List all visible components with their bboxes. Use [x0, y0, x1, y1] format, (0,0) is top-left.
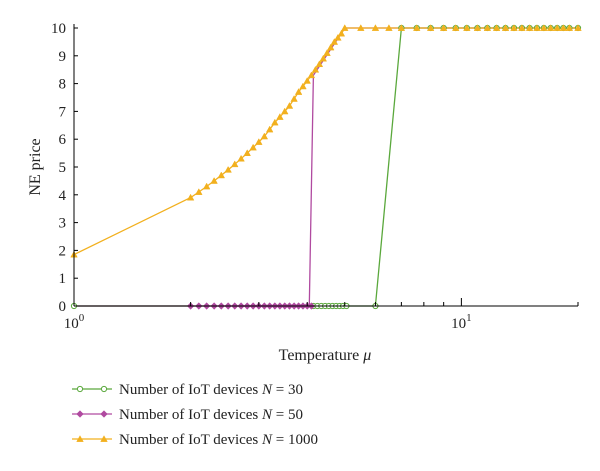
- series-3-point: [546, 24, 555, 31]
- y-tick-label: 9: [59, 49, 67, 65]
- series-3-point: [559, 24, 568, 31]
- series-3-point: [231, 160, 239, 168]
- series-3-point: [319, 54, 327, 62]
- y-tick-label: 0: [59, 299, 67, 315]
- series-3-point: [281, 107, 289, 115]
- series-3-point: [299, 82, 307, 90]
- series-3-point: [553, 24, 561, 31]
- series-3-point: [473, 24, 482, 31]
- series-3-point: [255, 138, 263, 145]
- series-3-point: [426, 24, 435, 31]
- legend: Number of IoT devices N = 30 Number of Io…: [72, 382, 318, 448]
- series-3-point: [237, 154, 245, 162]
- y-tick-label: 1: [59, 271, 67, 287]
- series-3-point: [265, 125, 274, 133]
- y-tick-label: 5: [59, 160, 67, 176]
- series-3-point: [397, 24, 406, 31]
- series-3-point: [271, 118, 279, 126]
- series-3-point: [210, 177, 218, 184]
- series-3-point: [202, 182, 211, 190]
- tick-labels: 0 1 2 3 4 5 6 7 8 9 10 100 101: [51, 21, 472, 332]
- x-axis-title: Temperature μ: [279, 347, 372, 364]
- legend-label-2: Number of IoT devices N = 50: [119, 407, 303, 423]
- series-3-point: [574, 24, 582, 31]
- series-1-line: [74, 27, 578, 307]
- series-3-point: [525, 24, 534, 31]
- series-3-point: [385, 24, 393, 31]
- x-axis-title-symbol: μ: [362, 347, 371, 364]
- series-3-point: [311, 65, 320, 73]
- series-3-point: [540, 24, 548, 31]
- series-3-point: [510, 24, 518, 31]
- y-tick-label: 10: [51, 21, 66, 37]
- series-3-point: [334, 33, 342, 41]
- series-3-point: [565, 24, 574, 31]
- series-3-point: [492, 24, 501, 31]
- series-3-point: [327, 43, 335, 51]
- series-3-point: [186, 193, 195, 201]
- axes: [73, 24, 579, 307]
- series-3-point: [501, 24, 510, 31]
- legend-marker-2: [100, 410, 108, 418]
- series-3-point: [217, 171, 226, 179]
- legend-marker-1: [76, 385, 84, 393]
- series-3-point: [285, 102, 294, 109]
- series-2-line: [74, 27, 578, 307]
- legend-marker-2: [76, 410, 84, 418]
- plot-lines: [73, 27, 578, 307]
- series-3-point: [260, 132, 269, 140]
- series-3-point: [307, 71, 316, 79]
- legend-label-1: Number of IoT devices N = 30: [119, 382, 303, 398]
- series-3-point: [337, 29, 346, 37]
- series-3-point: [483, 24, 492, 31]
- series-3-point: [276, 113, 284, 120]
- series-3-point: [249, 143, 257, 151]
- x-tick-label: 100: [64, 312, 85, 332]
- series-3-point: [243, 149, 251, 156]
- series-3-point: [330, 38, 339, 45]
- series-3-point: [195, 188, 203, 195]
- x-tick-label: 101: [451, 312, 472, 332]
- series-3-point: [290, 95, 298, 102]
- series-3-point: [452, 24, 460, 31]
- legend-marker-1: [100, 385, 108, 393]
- y-tick-label: 3: [59, 216, 67, 232]
- series-3-point: [315, 60, 324, 68]
- x-axis-title-text: Temperature: [279, 347, 360, 364]
- series-3-point: [341, 24, 349, 31]
- series-3-point: [323, 49, 331, 56]
- series-3-point: [224, 165, 232, 173]
- y-tick-label: 7: [59, 104, 67, 120]
- series-3-point: [463, 24, 471, 31]
- plot-markers: [70, 24, 582, 310]
- y-tick-label: 4: [59, 188, 67, 204]
- series-3-point: [371, 24, 380, 31]
- series-3-point: [518, 24, 526, 31]
- series-3-point: [533, 24, 541, 31]
- series-3-point: [413, 24, 421, 31]
- legend-marker-3: [100, 435, 108, 442]
- series-3-point: [303, 77, 311, 84]
- series-3-line: [73, 27, 578, 256]
- series-3-point: [439, 24, 448, 31]
- legend-marker-3: [76, 435, 84, 442]
- y-tick-label: 2: [59, 243, 67, 259]
- legend-label-3: Number of IoT devices N = 1000: [119, 432, 318, 448]
- y-tick-label: 8: [59, 77, 67, 93]
- series-3-point: [357, 24, 365, 31]
- y-tick-label: 6: [59, 132, 67, 148]
- series-3-point: [294, 88, 303, 95]
- y-axis-title: NE price: [27, 138, 44, 195]
